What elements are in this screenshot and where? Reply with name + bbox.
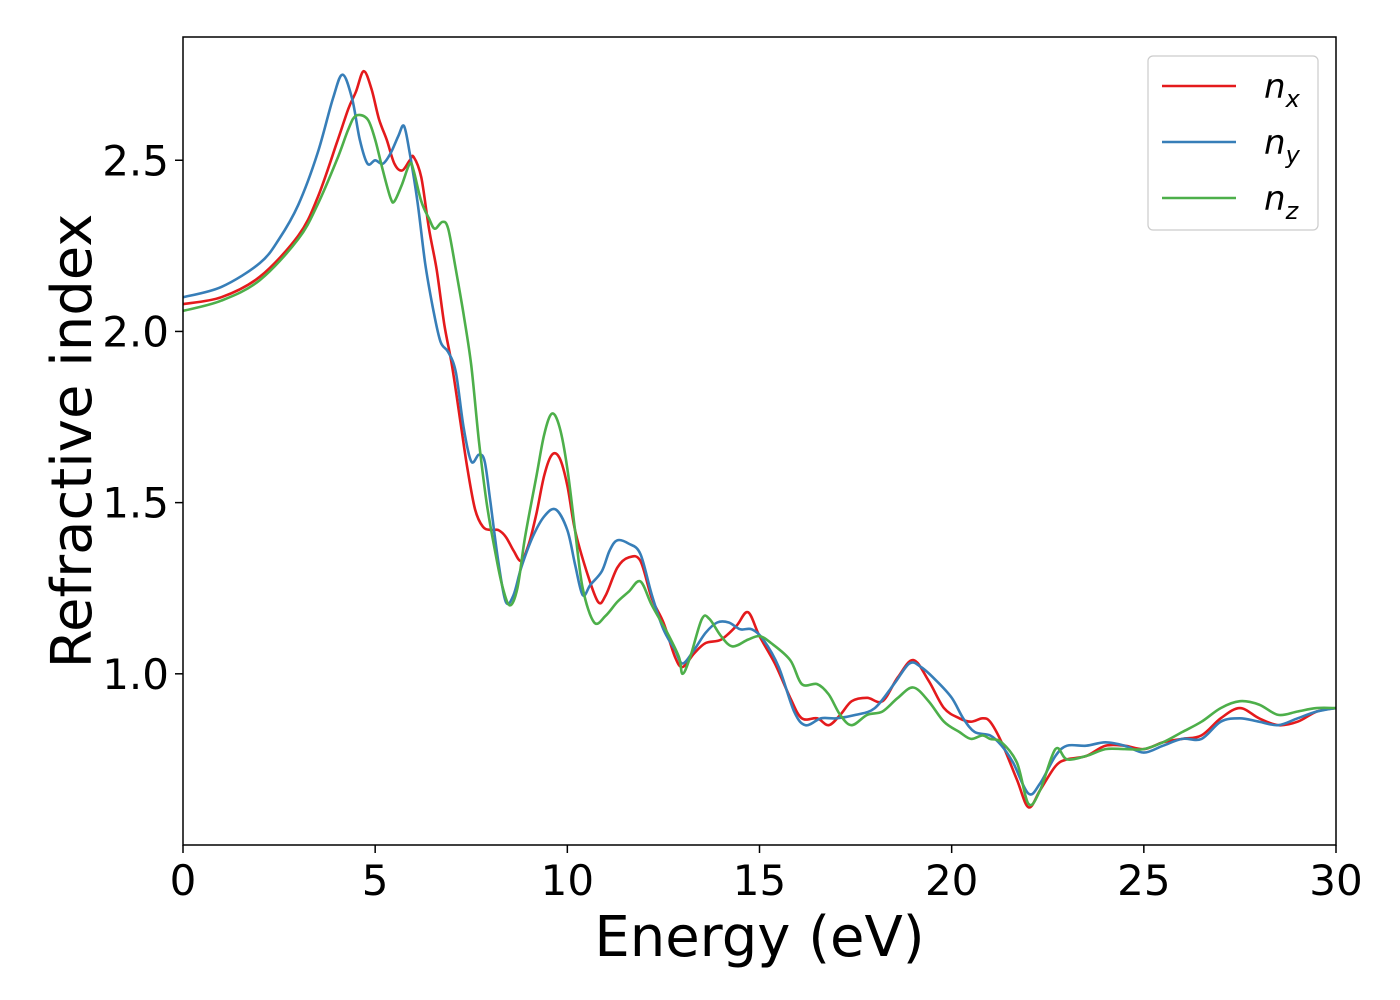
legend-label-subscript: y [1285,141,1301,169]
legend-label-subscript: x [1285,85,1301,113]
x-tick-label: 0 [170,856,197,905]
y-tick-label: 1.0 [102,650,169,699]
legend-label-base: n [1264,179,1286,219]
series-line-z [182,113,1337,807]
y-axis-ticks: 1.0 1.5 2.0 2.5 [102,136,183,699]
x-tick-label: 25 [1117,856,1170,905]
legend-label-x: nx [1264,67,1301,113]
y-tick-label: 2.5 [102,136,169,185]
legend-label-y: ny [1264,123,1301,169]
legend-label-z: nz [1264,179,1300,225]
legend-label-base: n [1264,67,1286,107]
legend-label-base: n [1264,123,1286,163]
y-tick-label: 1.5 [102,479,169,528]
series-layer [182,69,1337,809]
x-axis-ticks: 0 5 10 15 20 25 30 [170,845,1363,905]
x-tick-label: 30 [1309,856,1362,905]
x-tick-label: 20 [925,856,978,905]
y-tick-label: 2.0 [102,307,169,356]
legend-label-subscript: z [1285,197,1300,225]
x-tick-label: 10 [541,856,594,905]
y-axis-title: Refractive index [40,214,105,669]
x-tick-label: 5 [362,856,389,905]
x-tick-label: 15 [733,856,786,905]
x-axis-title: Energy (eV) [594,905,924,970]
